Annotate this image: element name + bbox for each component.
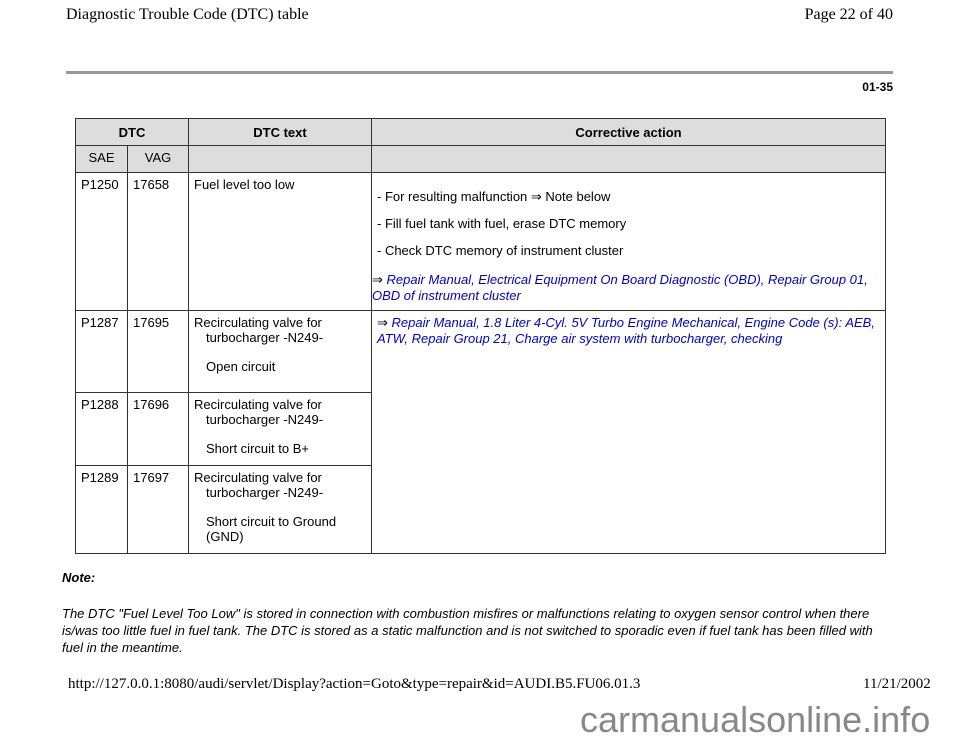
dtc-text-line: Recirculating valve for [194,315,322,330]
repair-manual-link-turbo[interactable]: Repair Manual, 1.8 Liter 4-Cyl. 5V Turbo… [377,315,875,346]
dtc-text: Recirculating valve for turbocharger -N24… [188,310,372,393]
dtc-condition: Short circuit to Ground (GND) [206,514,337,544]
sae-code: P1288 [75,392,128,466]
header-blank [188,145,372,173]
action-item: - For resulting malfunction ⇒ Note below [377,189,611,204]
page-number: Page 22 of 40 [804,6,893,23]
dtc-text-line: turbocharger -N249- [206,412,324,427]
dtc-text-line: turbocharger -N249- [206,485,324,500]
vag-code: 17658 [127,172,189,311]
section-number: 01-35 [862,80,893,94]
header-corrective-action: Corrective action [371,118,886,146]
sae-code: P1289 [75,465,128,554]
dtc-condition: Short circuit to B+ [206,441,309,456]
note-text: The DTC "Fuel Level Too Low" is stored i… [62,606,873,655]
table-row: P1289 17697 Recirculating valve for turbo… [75,465,886,554]
footer-date: 11/21/2002 [863,676,931,692]
header-dtc: DTC [75,118,189,146]
dtc-text-line: turbocharger -N249- [206,330,324,345]
header-sae: SAE [75,145,128,173]
vag-code: 17696 [127,392,189,466]
dtc-table: DTC DTC text Corrective action SAE VAG P… [75,118,886,554]
header-divider [66,71,893,74]
dtc-condition: Open circuit [206,359,276,374]
watermark: carmanualsonline.info [580,699,931,740]
dtc-text: Fuel level too low [188,172,372,311]
arrow-icon: ⇒ [372,272,383,287]
sae-code: P1250 [75,172,128,311]
table-row: P1287 17695 Recirculating valve for turbo… [75,310,886,554]
footer-url: http://127.0.0.1:8080/audi/servlet/Displ… [68,676,641,692]
document-title: Diagnostic Trouble Code (DTC) table [66,6,309,23]
arrow-icon: ⇒ [377,315,388,330]
repair-manual-link-obd[interactable]: Repair Manual, Electrical Equipment On B… [372,272,868,303]
dtc-text-line: Recirculating valve for [194,470,322,485]
dtc-text-line: Recirculating valve for [194,397,322,412]
note-label: Note: [62,570,96,585]
action-item: - Check DTC memory of instrument cluster [377,243,624,258]
header-dtc-text: DTC text [188,118,372,146]
header-vag: VAG [127,145,189,173]
sae-code: P1287 [75,310,128,393]
dtc-text: Recirculating valve for turbocharger -N24… [188,392,372,466]
vag-code: 17695 [127,310,189,393]
dtc-text: Recirculating valve for turbocharger -N24… [188,465,372,554]
header-blank [371,145,886,173]
table-row: P1288 17696 Recirculating valve for turbo… [75,392,886,466]
corrective-action: - For resulting malfunction ⇒ Note below… [371,172,886,311]
action-item: - Fill fuel tank with fuel, erase DTC me… [377,216,627,231]
corrective-action: ⇒ Repair Manual, 1.8 Liter 4-Cyl. 5V Tur… [371,310,886,554]
vag-code: 17697 [127,465,189,554]
table-row: P1250 17658 Fuel level too low - For res… [75,172,886,311]
